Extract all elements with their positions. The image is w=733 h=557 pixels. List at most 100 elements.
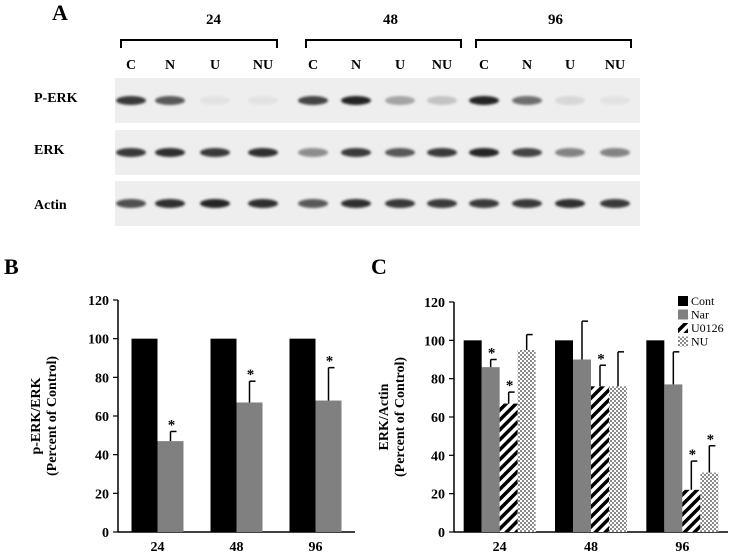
x-tick-label: 96 (309, 540, 323, 555)
blot-lane-label: C (307, 58, 319, 73)
blot-row-label: P-ERK (34, 91, 78, 106)
blot-lane-label: U (394, 58, 406, 73)
y-axis-label-units: (Percent of Control) (45, 356, 60, 476)
blot-lane-label: NU (252, 58, 274, 73)
blot-band (341, 199, 371, 208)
legend-swatch (678, 336, 688, 347)
bar (463, 340, 482, 532)
blot-group-bracket (475, 39, 632, 48)
bar (700, 472, 719, 532)
blot-band (469, 148, 499, 157)
blot-band (385, 148, 415, 157)
blot-band (298, 199, 328, 208)
blot-band (116, 199, 146, 208)
blot-lane-label: C (125, 58, 137, 73)
blot-band (555, 148, 585, 157)
legend-swatch (678, 309, 688, 320)
significance-marker: * (168, 417, 176, 433)
blot-group-bracket (120, 39, 278, 48)
bar (517, 349, 536, 532)
blot-band (200, 148, 230, 157)
blot-band (298, 96, 328, 105)
y-tick-label: 100 (424, 334, 445, 349)
blot-band (427, 96, 457, 105)
blot-band (200, 199, 230, 208)
blot-row-label: Actin (34, 198, 67, 213)
blot-band (600, 96, 630, 105)
blot-band (555, 199, 585, 208)
blot-band (385, 199, 415, 208)
western-blot: 24 48 96 C N U NU C N U NU C N U NU P-ERK ERK Actin (0, 0, 733, 240)
y-tick-label: 100 (88, 333, 109, 348)
blot-band (155, 96, 185, 105)
significance-marker: * (597, 351, 605, 367)
legend-swatch (678, 323, 688, 333)
blot-band (512, 199, 542, 208)
blot-band (469, 96, 499, 105)
blot-lane-label: NU (604, 58, 626, 73)
legend-swatch (678, 296, 688, 306)
significance-marker: * (506, 378, 514, 394)
legend-label: U0126 (691, 321, 724, 335)
panel-letter-c: C (371, 254, 387, 279)
bar (131, 338, 158, 532)
blot-strip (115, 78, 640, 123)
bar (646, 340, 665, 532)
bar (289, 338, 316, 532)
blot-band (512, 148, 542, 157)
y-tick-label: 20 (431, 488, 445, 503)
blot-lane-label: N (164, 58, 176, 73)
y-tick-label: 80 (431, 373, 445, 388)
y-tick-label: 0 (102, 526, 109, 541)
y-tick-label: 40 (95, 449, 109, 464)
legend-label: Nar (691, 308, 709, 322)
blot-band (427, 148, 457, 157)
y-axis-label: ERK/Actin (377, 383, 392, 450)
blot-timepoint-label: 48 (383, 12, 398, 28)
blot-band (248, 96, 278, 105)
panel-letter-b: B (4, 254, 19, 279)
bar (591, 386, 609, 532)
bar (609, 386, 627, 532)
y-tick-label: 120 (88, 294, 109, 309)
bar (555, 340, 573, 532)
blot-lane-label: N (521, 58, 533, 73)
blot-band (155, 148, 185, 157)
blot-lane-label: U (564, 58, 576, 73)
blot-strip (115, 181, 640, 226)
blot-band (248, 199, 278, 208)
legend-label: NU (691, 335, 709, 349)
bar (499, 403, 518, 532)
y-tick-label: 60 (95, 410, 109, 425)
blot-band (341, 148, 371, 157)
significance-marker: * (689, 447, 697, 463)
blot-band (600, 148, 630, 157)
chart-panel-c: 0 20 40 60 80 100 120 ERK/Actin (Percent of Cont… (377, 294, 728, 555)
blot-lane-label: U (209, 58, 221, 73)
y-tick-label: 80 (95, 371, 109, 386)
blot-band (385, 96, 415, 105)
blot-band (341, 96, 371, 105)
blot-band (427, 199, 457, 208)
y-axis-label-units: (Percent of Control) (393, 357, 408, 477)
y-axis-label: p-ERK/ERK (29, 377, 44, 454)
blot-band (155, 199, 185, 208)
y-tick-label: 60 (431, 411, 445, 426)
legend-label: Cont (691, 294, 715, 308)
blot-band (200, 96, 230, 105)
significance-marker: * (488, 346, 496, 362)
blot-band (512, 96, 542, 105)
x-tick-label: 24 (493, 540, 507, 555)
blot-lane-label: N (350, 58, 362, 73)
significance-marker: * (247, 367, 255, 383)
blot-band (298, 148, 328, 157)
significance-marker: * (326, 354, 334, 370)
blot-lane-label: C (478, 58, 490, 73)
blot-timepoint-label: 24 (206, 12, 221, 28)
blot-band (116, 148, 146, 157)
bar (210, 338, 237, 532)
blot-timepoint-label: 96 (548, 12, 563, 28)
chart-panel-b: 0 20 40 60 80 100 120 p-ERK/ERK (Percent of Cont… (29, 294, 355, 555)
blot-row-label: ERK (34, 143, 65, 158)
panel-letter-a: A (52, 0, 68, 25)
